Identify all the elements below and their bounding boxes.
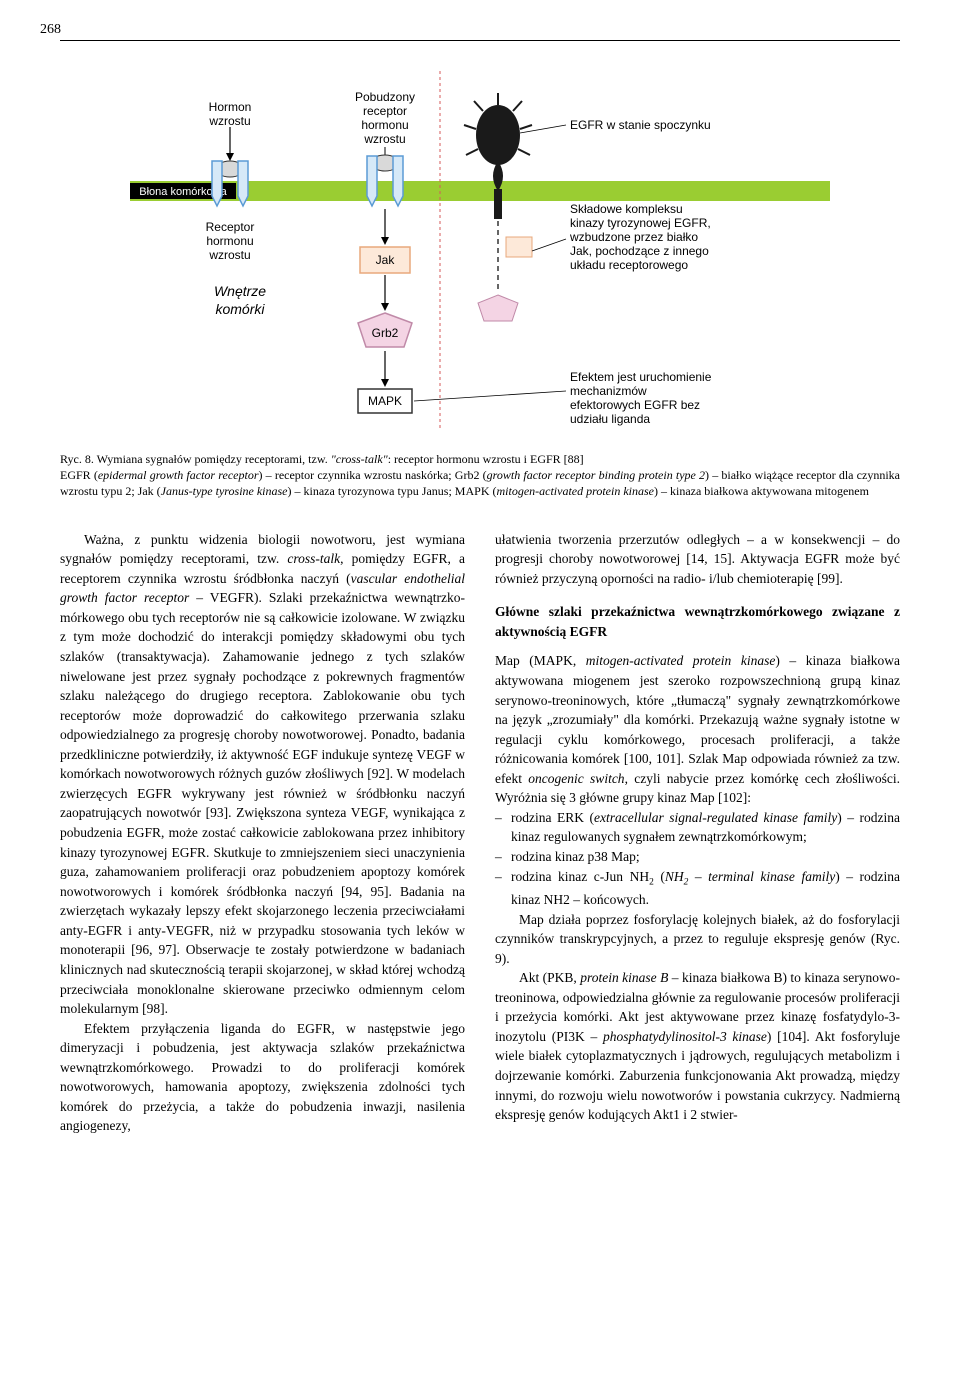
page-number: 268: [40, 20, 61, 40]
hormone-label: Hormonwzrostu: [208, 100, 251, 128]
l-p1i: cross-talk: [287, 551, 340, 566]
r-p4a: Akt (PKB,: [519, 970, 580, 985]
receptor-hormone-label: Receptorhormonuwzrostu: [206, 220, 255, 262]
cap-i3: Janus-type tyrosine kinase: [161, 484, 288, 498]
caption-crosstalk: "cross-talk": [331, 452, 388, 466]
left-column: Ważna, z punktu widzenia biologii nowotw…: [60, 530, 465, 1136]
list-item: rodzina kinaz p38 Map;: [495, 847, 900, 867]
r-p2a: Map (MAPK,: [495, 653, 586, 668]
figure-caption: Ryc. 8. Wymiana sygnałów pomiędzy recept…: [60, 451, 900, 500]
cap-i1: epidermal growth factor receptor: [98, 468, 259, 482]
r-p2b: ) – kinaza białkowa aktywowana miogenem …: [495, 653, 900, 785]
header-rule: [60, 40, 900, 41]
l-p1c: – VEGFR). Szlaki przekaźnictwa wewnątrzk…: [60, 590, 465, 1016]
pobudzony-label: Pobudzonyreceptorhormonuwzrostu: [355, 90, 415, 146]
diagram-svg: Błona komórkowa Hormonwzrostu Receptorho…: [100, 61, 860, 441]
text-columns: Ważna, z punktu widzenia biologii nowotw…: [60, 530, 900, 1136]
right-p1: ułatwienia tworzenia przerzutów odległyc…: [495, 530, 900, 589]
kinase-list: rodzina ERK (extracellular signal-regula…: [495, 808, 900, 910]
list-item: rodzina kinaz c-Jun NH2 (NH2 – terminal …: [495, 867, 900, 910]
figure-8: Błona komórkowa Hormonwzrostu Receptorho…: [60, 61, 900, 500]
left-p2: Efektem przyłączenia liganda do EGFR, w …: [60, 1019, 465, 1136]
mapk-label: MAPK: [368, 394, 402, 408]
caption-ref: : receptor hormonu wzrostu i EGFR [88]: [388, 452, 584, 466]
r-p2i: mitogen-activated protein kinase: [586, 653, 776, 668]
cap-b1: EGFR (: [60, 468, 98, 482]
skladowe-label: Składowe kompleksukinazy tyrozynowej EGF…: [569, 202, 711, 272]
right-p3: Map działa poprzez fosforylację kolejnyc…: [495, 910, 900, 969]
list-item: rodzina ERK (extracellular signal-regula…: [495, 808, 900, 847]
r-p4i: protein kinase B: [580, 970, 668, 985]
grb2-small: [478, 295, 518, 321]
r-p2i2: oncogenic switch: [528, 771, 624, 786]
wnetrze-label: Wnętrzekomórki: [214, 283, 266, 317]
grb2-label: Grb2: [372, 326, 399, 340]
jak-label: Jak: [376, 253, 396, 267]
r-p4i2: phosphatydylinositol-3 kinase: [603, 1029, 767, 1044]
li3c: – terminal kinase fami­ly: [688, 869, 835, 884]
cap-b5: ) – kinaza białkowa aktywowana mitogenem: [654, 484, 869, 498]
left-p1: Ważna, z punktu widzenia biologii nowotw…: [60, 530, 465, 1019]
cap-i4: mitogen-activated protein kinase: [496, 484, 654, 498]
cap-b4: ) – kinaza tyrozynowa typu Janus; MAPK (: [288, 484, 497, 498]
li3a: rodzina kinaz c-Jun NH: [511, 869, 649, 884]
caption-title: Ryc. 8. Wymiana sygnałów pomiędzy recept…: [60, 452, 331, 466]
li1i: extracellular signal-regulated kinase fa…: [594, 810, 837, 825]
right-heading: Główne szlaki przekaźnictwa wewnątrzkomó…: [495, 602, 900, 641]
egfr-rest-label: EGFR w stanie spoczynku: [570, 118, 711, 132]
jak-small: [506, 237, 532, 257]
li3b: (: [654, 869, 665, 884]
right-p4: Akt (PKB, protein kinase B – kinaza biał…: [495, 968, 900, 1125]
li3i: NH: [665, 869, 684, 884]
efekt-label: Efektem jest uruchomieniemechanizmówefek…: [570, 370, 712, 426]
cap-b2: ) – receptor czynnika wzrostu naskórka; …: [258, 468, 486, 482]
li1a: rodzina ERK (: [511, 810, 594, 825]
right-p2: Map (MAPK, mitogen-activated protein kin…: [495, 651, 900, 808]
cap-i2: growth factor receptor binding protein t…: [487, 468, 705, 482]
right-column: ułatwienia tworzenia przerzutów odległyc…: [495, 530, 900, 1136]
